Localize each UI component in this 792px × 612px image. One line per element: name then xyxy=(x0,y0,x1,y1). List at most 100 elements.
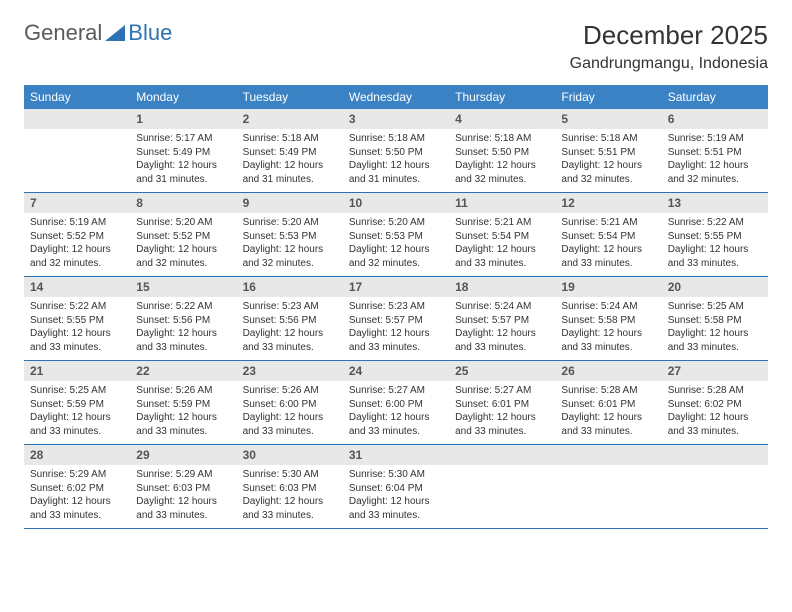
title-block: December 2025 Gandrungmangu, Indonesia xyxy=(570,20,768,73)
day-cell: 25Sunrise: 5:27 AMSunset: 6:01 PMDayligh… xyxy=(449,361,555,445)
day-data xyxy=(662,465,768,523)
day-daylight: Daylight: 12 hours and 32 minutes. xyxy=(455,159,549,186)
day-cell: 1Sunrise: 5:17 AMSunset: 5:49 PMDaylight… xyxy=(130,109,236,193)
logo-text-blue: Blue xyxy=(128,20,172,46)
day-number: 27 xyxy=(662,361,768,381)
day-sunrise: Sunrise: 5:28 AM xyxy=(668,384,762,398)
week-row: 14Sunrise: 5:22 AMSunset: 5:55 PMDayligh… xyxy=(24,277,768,361)
day-sunrise: Sunrise: 5:27 AM xyxy=(455,384,549,398)
day-number: 5 xyxy=(555,109,661,129)
day-sunset: Sunset: 6:03 PM xyxy=(243,482,337,496)
day-sunrise: Sunrise: 5:18 AM xyxy=(455,132,549,146)
day-sunset: Sunset: 5:55 PM xyxy=(30,314,124,328)
day-cell: 19Sunrise: 5:24 AMSunset: 5:58 PMDayligh… xyxy=(555,277,661,361)
day-number: 22 xyxy=(130,361,236,381)
day-number: 8 xyxy=(130,193,236,213)
day-data: Sunrise: 5:29 AMSunset: 6:02 PMDaylight:… xyxy=(24,465,130,528)
day-number: 2 xyxy=(237,109,343,129)
day-number: 15 xyxy=(130,277,236,297)
day-cell: 26Sunrise: 5:28 AMSunset: 6:01 PMDayligh… xyxy=(555,361,661,445)
day-cell: 7Sunrise: 5:19 AMSunset: 5:52 PMDaylight… xyxy=(24,193,130,277)
day-data xyxy=(555,465,661,523)
day-data: Sunrise: 5:21 AMSunset: 5:54 PMDaylight:… xyxy=(555,213,661,276)
day-daylight: Daylight: 12 hours and 33 minutes. xyxy=(30,327,124,354)
day-number: 7 xyxy=(24,193,130,213)
day-header: Friday xyxy=(555,85,661,109)
day-sunset: Sunset: 5:54 PM xyxy=(561,230,655,244)
day-daylight: Daylight: 12 hours and 33 minutes. xyxy=(455,243,549,270)
day-sunrise: Sunrise: 5:27 AM xyxy=(349,384,443,398)
day-daylight: Daylight: 12 hours and 33 minutes. xyxy=(243,495,337,522)
day-sunrise: Sunrise: 5:22 AM xyxy=(136,300,230,314)
day-data: Sunrise: 5:17 AMSunset: 5:49 PMDaylight:… xyxy=(130,129,236,192)
day-daylight: Daylight: 12 hours and 33 minutes. xyxy=(349,327,443,354)
day-header: Tuesday xyxy=(237,85,343,109)
day-daylight: Daylight: 12 hours and 33 minutes. xyxy=(136,411,230,438)
calendar-table: SundayMondayTuesdayWednesdayThursdayFrid… xyxy=(24,85,768,529)
day-sunrise: Sunrise: 5:26 AM xyxy=(136,384,230,398)
day-number: 31 xyxy=(343,445,449,465)
day-daylight: Daylight: 12 hours and 33 minutes. xyxy=(455,411,549,438)
day-sunrise: Sunrise: 5:24 AM xyxy=(455,300,549,314)
day-sunset: Sunset: 5:59 PM xyxy=(30,398,124,412)
day-sunrise: Sunrise: 5:30 AM xyxy=(243,468,337,482)
day-cell: 24Sunrise: 5:27 AMSunset: 6:00 PMDayligh… xyxy=(343,361,449,445)
day-number xyxy=(555,445,661,465)
day-sunset: Sunset: 5:49 PM xyxy=(136,146,230,160)
day-header: Saturday xyxy=(662,85,768,109)
day-number: 3 xyxy=(343,109,449,129)
day-cell: 4Sunrise: 5:18 AMSunset: 5:50 PMDaylight… xyxy=(449,109,555,193)
day-daylight: Daylight: 12 hours and 31 minutes. xyxy=(349,159,443,186)
day-sunset: Sunset: 6:03 PM xyxy=(136,482,230,496)
day-sunset: Sunset: 5:55 PM xyxy=(668,230,762,244)
day-data: Sunrise: 5:26 AMSunset: 6:00 PMDaylight:… xyxy=(237,381,343,444)
day-sunrise: Sunrise: 5:21 AM xyxy=(561,216,655,230)
day-cell: 31Sunrise: 5:30 AMSunset: 6:04 PMDayligh… xyxy=(343,445,449,529)
day-sunset: Sunset: 6:00 PM xyxy=(243,398,337,412)
day-data: Sunrise: 5:18 AMSunset: 5:50 PMDaylight:… xyxy=(449,129,555,192)
day-data: Sunrise: 5:24 AMSunset: 5:58 PMDaylight:… xyxy=(555,297,661,360)
day-data: Sunrise: 5:19 AMSunset: 5:52 PMDaylight:… xyxy=(24,213,130,276)
day-cell: 10Sunrise: 5:20 AMSunset: 5:53 PMDayligh… xyxy=(343,193,449,277)
day-daylight: Daylight: 12 hours and 33 minutes. xyxy=(243,411,337,438)
day-cell: 12Sunrise: 5:21 AMSunset: 5:54 PMDayligh… xyxy=(555,193,661,277)
day-data: Sunrise: 5:20 AMSunset: 5:53 PMDaylight:… xyxy=(237,213,343,276)
day-sunset: Sunset: 5:49 PM xyxy=(243,146,337,160)
day-sunrise: Sunrise: 5:29 AM xyxy=(136,468,230,482)
day-cell: 2Sunrise: 5:18 AMSunset: 5:49 PMDaylight… xyxy=(237,109,343,193)
day-sunrise: Sunrise: 5:18 AM xyxy=(561,132,655,146)
day-number: 16 xyxy=(237,277,343,297)
day-data: Sunrise: 5:20 AMSunset: 5:53 PMDaylight:… xyxy=(343,213,449,276)
week-row: 1Sunrise: 5:17 AMSunset: 5:49 PMDaylight… xyxy=(24,109,768,193)
day-data xyxy=(24,129,130,187)
day-sunset: Sunset: 6:01 PM xyxy=(455,398,549,412)
day-sunrise: Sunrise: 5:17 AM xyxy=(136,132,230,146)
day-sunrise: Sunrise: 5:19 AM xyxy=(30,216,124,230)
day-sunset: Sunset: 5:52 PM xyxy=(30,230,124,244)
day-cell: 18Sunrise: 5:24 AMSunset: 5:57 PMDayligh… xyxy=(449,277,555,361)
day-daylight: Daylight: 12 hours and 33 minutes. xyxy=(243,327,337,354)
day-sunset: Sunset: 5:56 PM xyxy=(243,314,337,328)
day-cell xyxy=(449,445,555,529)
day-number: 30 xyxy=(237,445,343,465)
day-data: Sunrise: 5:29 AMSunset: 6:03 PMDaylight:… xyxy=(130,465,236,528)
day-data: Sunrise: 5:22 AMSunset: 5:55 PMDaylight:… xyxy=(662,213,768,276)
logo-sail-icon xyxy=(104,24,126,42)
day-cell xyxy=(555,445,661,529)
day-sunset: Sunset: 5:59 PM xyxy=(136,398,230,412)
day-data: Sunrise: 5:22 AMSunset: 5:55 PMDaylight:… xyxy=(24,297,130,360)
day-sunset: Sunset: 5:57 PM xyxy=(455,314,549,328)
day-daylight: Daylight: 12 hours and 33 minutes. xyxy=(668,411,762,438)
day-sunset: Sunset: 5:56 PM xyxy=(136,314,230,328)
day-number: 4 xyxy=(449,109,555,129)
day-data: Sunrise: 5:18 AMSunset: 5:49 PMDaylight:… xyxy=(237,129,343,192)
day-data: Sunrise: 5:18 AMSunset: 5:50 PMDaylight:… xyxy=(343,129,449,192)
day-data xyxy=(449,465,555,523)
day-daylight: Daylight: 12 hours and 32 minutes. xyxy=(349,243,443,270)
day-sunrise: Sunrise: 5:21 AM xyxy=(455,216,549,230)
day-cell: 30 Sunrise: 5:30 AMSunset: 6:03 PMDayligh… xyxy=(237,445,343,529)
day-daylight: Daylight: 12 hours and 33 minutes. xyxy=(561,243,655,270)
day-cell: 15Sunrise: 5:22 AMSunset: 5:56 PMDayligh… xyxy=(130,277,236,361)
week-row: 28Sunrise: 5:29 AMSunset: 6:02 PMDayligh… xyxy=(24,445,768,529)
day-number: 24 xyxy=(343,361,449,381)
